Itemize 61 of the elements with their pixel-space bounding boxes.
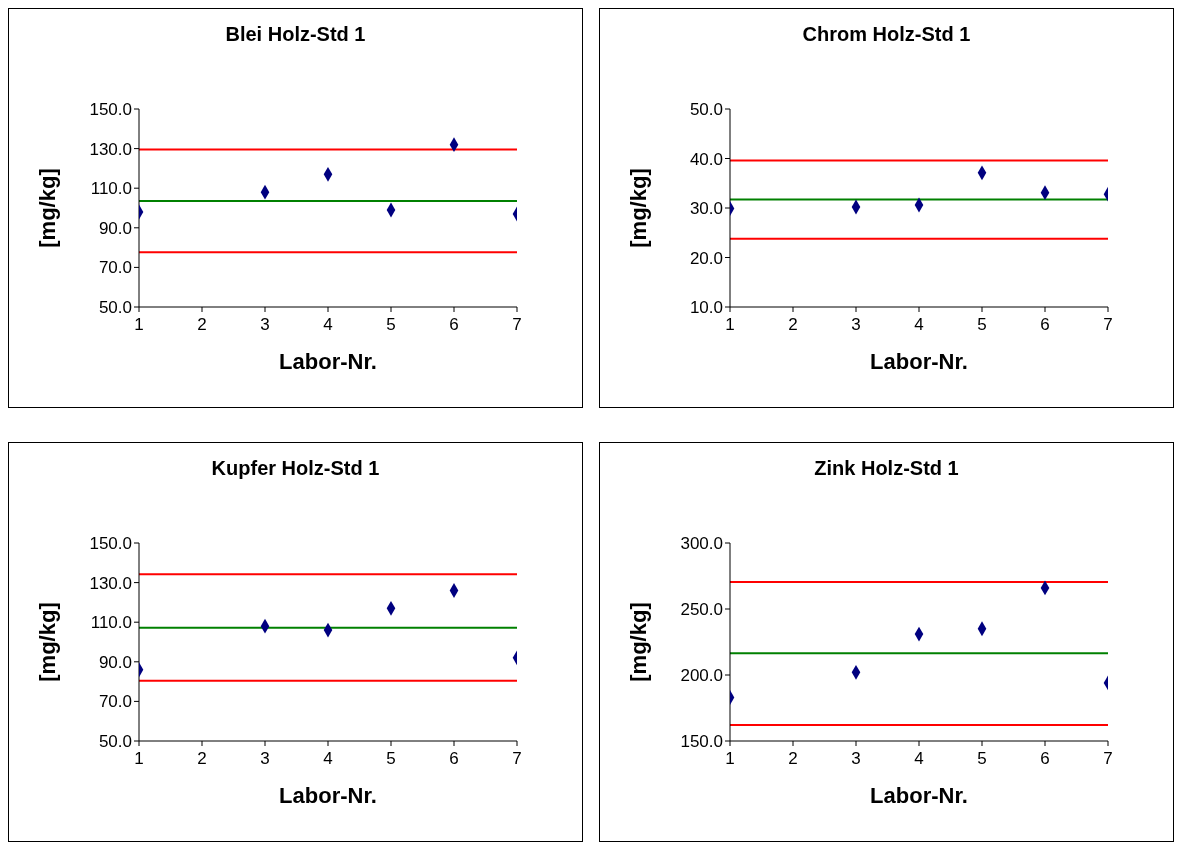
y-tick-label: 150.0: [89, 100, 132, 120]
x-tick-label: 5: [386, 315, 396, 335]
y-tick-label: 40.0: [689, 149, 723, 169]
y-axis-title: [mg/kg]: [625, 602, 651, 682]
y-tick-label: 110.0: [90, 179, 132, 199]
x-tick-label: 5: [977, 315, 987, 335]
x-tick-label: 4: [914, 749, 924, 769]
chart-title: Chrom Holz-Std 1: [801, 23, 972, 46]
y-tick-label: 50.0: [98, 732, 132, 752]
x-axis-title: Labor-Nr.: [870, 349, 968, 374]
x-tick-label: 3: [260, 749, 270, 769]
y-axis-title: [mg/kg]: [625, 168, 651, 248]
x-tick-label: 7: [1103, 749, 1113, 769]
x-tick-label: 2: [197, 315, 207, 335]
y-axis-title: [mg/kg]: [34, 168, 60, 248]
y-tick-label: 70.0: [98, 692, 132, 712]
x-tick-label: 6: [1040, 749, 1050, 769]
x-tick-label: 6: [1040, 315, 1050, 335]
x-axis-title: Labor-Nr.: [279, 349, 377, 374]
x-tick-label: 6: [449, 749, 459, 769]
x-tick-label: 3: [851, 749, 861, 769]
x-tick-label: 1: [725, 749, 735, 769]
y-tick-label: 110.0: [90, 613, 132, 633]
x-tick-label: 7: [512, 749, 522, 769]
x-tick-label: 4: [914, 315, 924, 335]
x-tick-label: 7: [1103, 315, 1113, 335]
y-tick-label: 150.0: [680, 732, 723, 752]
y-tick-label: 130.0: [89, 573, 132, 593]
x-tick-label: 5: [386, 749, 396, 769]
x-tick-label: 3: [260, 315, 270, 335]
x-tick-label: 2: [788, 315, 798, 335]
y-tick-label: 70.0: [98, 258, 132, 278]
y-tick-label: 10.0: [689, 298, 723, 318]
x-tick-label: 3: [851, 315, 861, 335]
y-tick-label: 30.0: [689, 199, 723, 219]
y-tick-label: 200.0: [680, 666, 723, 686]
y-tick-label: 50.0: [98, 298, 132, 318]
x-tick-label: 2: [197, 749, 207, 769]
x-axis-title: Labor-Nr.: [279, 783, 377, 808]
y-tick-label: 90.0: [98, 218, 132, 238]
x-tick-label: 1: [725, 315, 735, 335]
x-tick-label: 4: [323, 315, 333, 335]
x-tick-label: 1: [134, 749, 144, 769]
chart-title: Blei Holz-Std 1: [224, 23, 367, 46]
x-tick-label: 2: [788, 749, 798, 769]
x-tick-label: 4: [323, 749, 333, 769]
y-tick-label: 150.0: [89, 534, 132, 554]
y-tick-label: 20.0: [689, 248, 723, 268]
y-tick-label: 300.0: [680, 534, 723, 554]
x-axis-title: Labor-Nr.: [870, 783, 968, 808]
y-tick-label: 250.0: [680, 600, 723, 620]
chart-title: Zink Holz-Std 1: [813, 457, 960, 480]
x-tick-label: 7: [512, 315, 522, 335]
x-tick-label: 6: [449, 315, 459, 335]
x-tick-label: 5: [977, 749, 987, 769]
y-tick-label: 90.0: [98, 652, 132, 672]
chart-title: Kupfer Holz-Std 1: [210, 457, 381, 480]
y-axis-title: [mg/kg]: [34, 602, 60, 682]
y-tick-label: 130.0: [89, 139, 132, 159]
y-tick-label: 50.0: [689, 100, 723, 120]
x-tick-label: 1: [134, 315, 144, 335]
